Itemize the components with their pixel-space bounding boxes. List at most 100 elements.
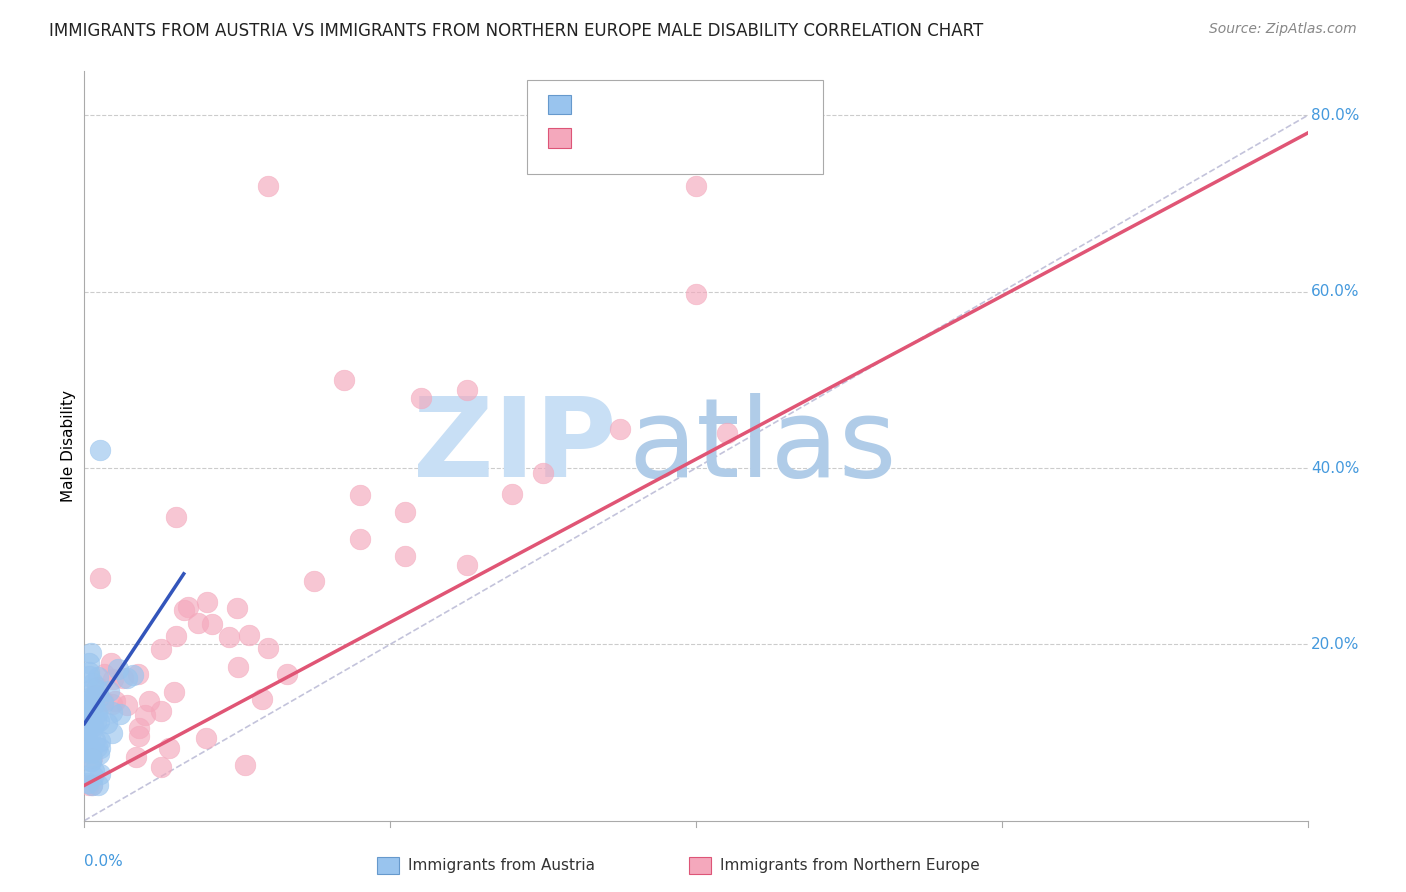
Point: [173, 603, 195, 617]
Text: atlas: atlas: [628, 392, 897, 500]
Point: [150, 704, 173, 718]
Point: [82, 718, 104, 732]
Point: [89, 741, 111, 756]
Point: [86, 714, 108, 729]
Point: [257, 641, 280, 656]
Point: [409, 391, 432, 405]
Point: [79, 746, 101, 760]
Point: [104, 694, 127, 708]
Point: [201, 616, 224, 631]
Point: [79, 647, 101, 661]
Point: [86, 739, 108, 754]
Point: [302, 574, 325, 588]
Point: [76, 720, 98, 734]
Point: [100, 656, 122, 670]
Point: [87, 682, 110, 697]
Point: [177, 600, 200, 615]
Point: [276, 666, 298, 681]
Point: [80, 690, 103, 705]
Point: [83, 694, 105, 708]
Point: [80, 755, 103, 769]
Point: [80, 698, 103, 713]
Point: [83, 764, 105, 778]
Point: [349, 488, 371, 502]
Point: [89, 443, 111, 458]
Point: [233, 758, 256, 772]
Point: [163, 685, 186, 699]
Point: [86, 706, 108, 720]
Point: [195, 731, 218, 745]
Point: [101, 726, 124, 740]
Point: [80, 724, 103, 739]
Point: [218, 630, 240, 644]
Point: [77, 744, 100, 758]
Point: [101, 672, 124, 686]
Point: [101, 698, 124, 712]
Point: [75, 730, 97, 744]
Point: [84, 732, 107, 747]
Point: [75, 708, 97, 723]
Text: R = 0.704   N = 58: R = 0.704 N = 58: [582, 129, 752, 147]
Text: 20.0%: 20.0%: [1312, 637, 1360, 652]
Point: [82, 681, 104, 695]
Text: 40.0%: 40.0%: [1312, 460, 1360, 475]
Point: [165, 629, 187, 643]
Point: [86, 680, 108, 694]
Point: [75, 727, 97, 741]
Point: [82, 769, 104, 783]
Point: [124, 749, 146, 764]
Point: [149, 642, 172, 657]
Text: 0.0%: 0.0%: [84, 855, 124, 870]
Point: [91, 697, 114, 711]
Point: [77, 656, 100, 670]
Point: [80, 751, 103, 765]
Point: [502, 487, 524, 501]
Point: [80, 741, 103, 756]
Point: [80, 707, 103, 722]
Point: [394, 549, 416, 564]
Point: [77, 669, 100, 683]
Point: [89, 571, 111, 585]
Point: [226, 600, 249, 615]
Point: [93, 666, 115, 681]
Point: [685, 178, 707, 193]
Point: [456, 558, 478, 572]
Point: [716, 425, 738, 440]
Point: [134, 707, 156, 722]
Point: [149, 760, 172, 774]
Text: 80.0%: 80.0%: [1312, 108, 1360, 123]
Point: [157, 740, 180, 755]
Text: R = 0.245   N = 58: R = 0.245 N = 58: [582, 95, 752, 113]
Point: [77, 665, 100, 679]
Point: [165, 509, 187, 524]
Point: [252, 692, 274, 706]
Text: Immigrants from Northern Europe: Immigrants from Northern Europe: [720, 858, 980, 872]
Point: [609, 422, 631, 436]
Point: [96, 716, 118, 731]
Point: [82, 778, 104, 792]
Point: [79, 743, 101, 757]
Point: [333, 373, 356, 387]
Point: [98, 684, 121, 698]
Point: [128, 729, 150, 743]
Point: [91, 694, 114, 708]
Point: [83, 698, 105, 712]
Point: [84, 688, 107, 702]
Point: [456, 383, 478, 397]
Point: [187, 616, 209, 631]
Point: [77, 776, 100, 790]
Point: [79, 698, 101, 712]
Point: [531, 466, 554, 480]
Point: [107, 661, 129, 675]
Point: [394, 505, 416, 519]
Point: [87, 778, 110, 792]
Point: [82, 690, 104, 704]
Point: [80, 778, 103, 792]
Point: [80, 705, 103, 719]
Text: 60.0%: 60.0%: [1312, 285, 1360, 299]
Point: [111, 671, 134, 685]
Point: [82, 675, 104, 690]
Point: [685, 287, 707, 301]
Point: [238, 627, 260, 641]
Point: [128, 721, 150, 735]
